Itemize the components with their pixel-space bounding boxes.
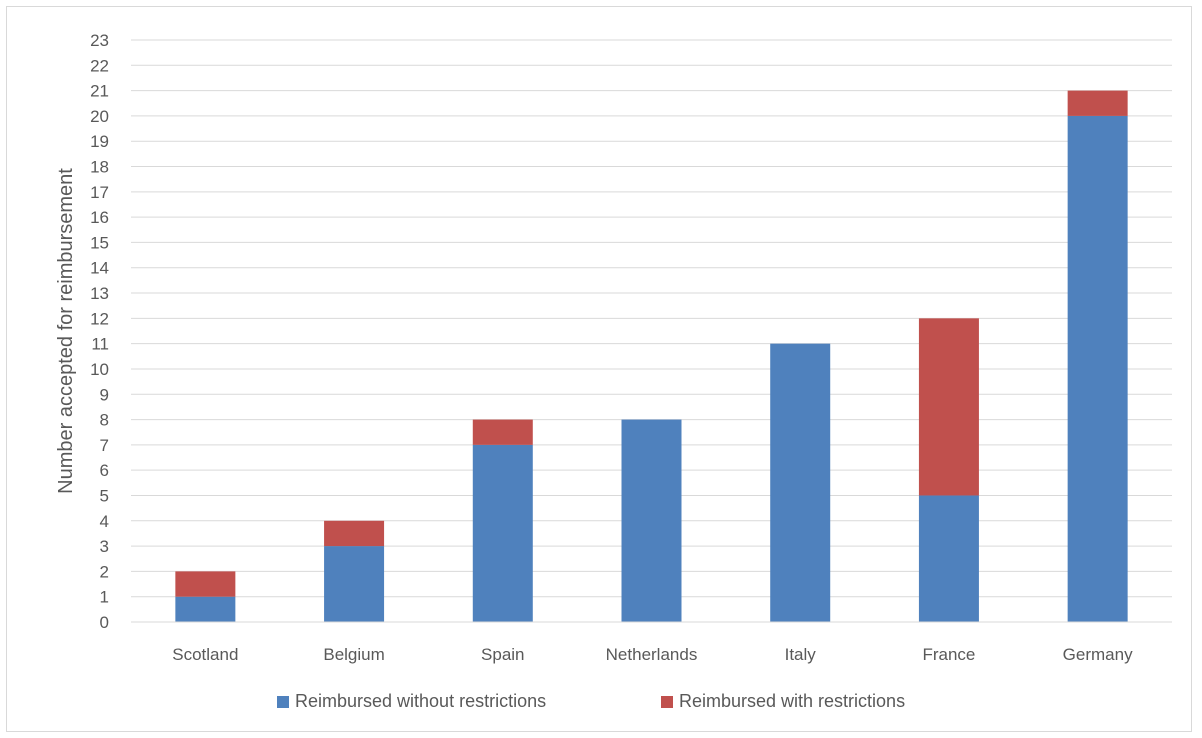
y-tick-label: 4	[100, 512, 109, 531]
y-tick-label: 13	[90, 284, 109, 303]
legend: Reimbursed without restrictions Reimburse…	[277, 691, 905, 711]
y-tick-label: 19	[90, 132, 109, 151]
x-tick-label: Netherlands	[606, 645, 698, 664]
bar-segment-belgium-series-2	[324, 520, 385, 547]
bars	[175, 90, 1128, 623]
y-tick-label: 10	[90, 360, 109, 379]
bar-segment-france-series-2	[918, 318, 979, 496]
y-tick-label: 2	[100, 562, 109, 581]
x-tick-label: Germany	[1063, 645, 1133, 664]
y-tick-label: 5	[100, 486, 109, 505]
gridlines	[131, 39, 1172, 598]
x-axis-ticks: Scotland Belgium Spain Netherlands Italy Fran…	[172, 645, 1133, 664]
y-tick-label: 9	[100, 385, 109, 404]
x-tick-label: Belgium	[323, 645, 384, 664]
y-tick-label: 8	[100, 411, 109, 430]
y-tick-label: 7	[100, 436, 109, 455]
bar-segment-italy-series-1	[770, 343, 831, 622]
bar-segment-belgium-series-1	[324, 546, 385, 622]
y-tick-label: 14	[90, 259, 109, 278]
y-tick-label: 1	[100, 588, 109, 607]
x-tick-label: Italy	[785, 645, 817, 664]
x-tick-label: France	[922, 645, 975, 664]
y-tick-label: 23	[90, 31, 109, 50]
y-tick-label: 0	[100, 613, 109, 632]
y-tick-label: 15	[90, 233, 109, 252]
y-tick-label: 3	[100, 537, 109, 556]
y-tick-label: 16	[90, 208, 109, 227]
bar-segment-spain-series-1	[472, 444, 533, 622]
x-tick-label: Spain	[481, 645, 524, 664]
legend-label: Reimbursed with restrictions	[679, 691, 905, 711]
legend-label: Reimbursed without restrictions	[295, 691, 546, 711]
bar-segment-germany-series-2	[1067, 90, 1128, 116]
legend-swatch	[661, 696, 673, 708]
y-tick-label: 11	[91, 335, 109, 354]
y-tick-label: 21	[90, 82, 109, 101]
bar-segment-netherlands-series-1	[621, 419, 682, 622]
y-tick-label: 6	[100, 461, 109, 480]
y-axis-title: Number accepted for reimbursement	[55, 168, 77, 494]
bar-segment-spain-series-2	[472, 419, 533, 445]
x-tick-label: Scotland	[172, 645, 238, 664]
legend-swatch	[277, 696, 289, 708]
y-tick-label: 22	[90, 56, 109, 75]
bar-segment-scotland-series-2	[175, 571, 236, 597]
y-tick-label: 18	[90, 158, 109, 177]
bar-segment-germany-series-1	[1067, 115, 1128, 623]
y-tick-label: 20	[90, 107, 109, 126]
bar-segment-france-series-1	[918, 495, 979, 622]
y-tick-label: 17	[90, 183, 109, 202]
y-tick-label: 12	[90, 309, 109, 328]
bar-segment-scotland-series-1	[175, 596, 236, 622]
